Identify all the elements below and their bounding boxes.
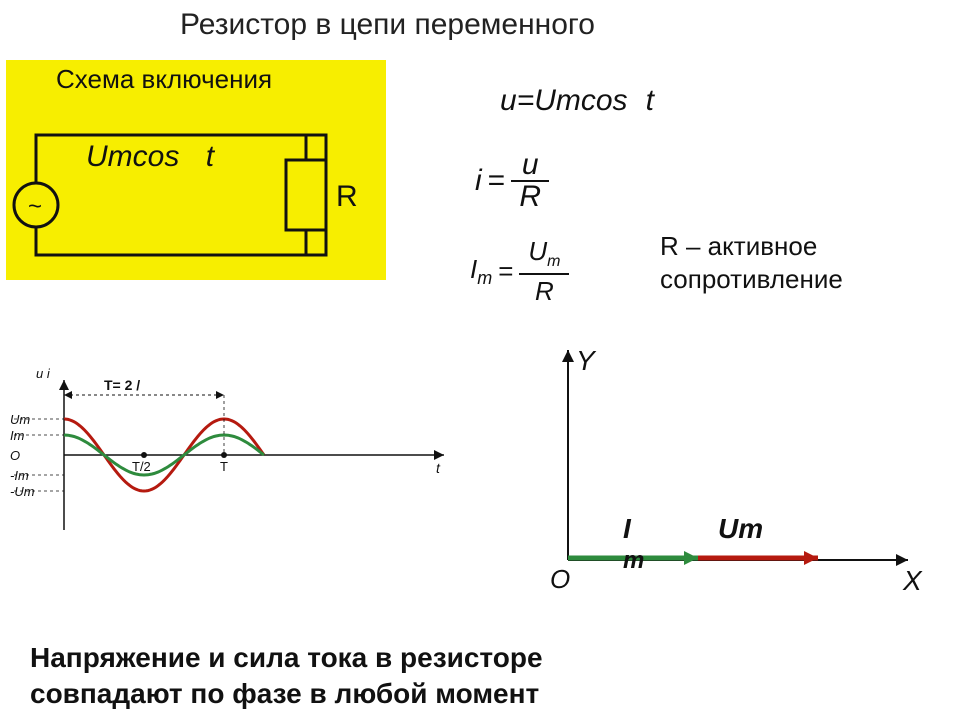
footer-l2: совпадают по фазе в любой момент: [30, 676, 543, 712]
svg-text:T/2: T/2: [132, 459, 151, 474]
wave-chart: UmIm O -Im-Um u i T= 2 / T/2 Tt: [4, 360, 474, 560]
eq3-num: Um: [528, 238, 560, 270]
svg-text:~: ~: [28, 193, 42, 220]
svg-text:u i: u i: [36, 366, 51, 381]
phasor-svg: Y X O Im Um: [528, 340, 928, 620]
resistance-note-l1: R – активное: [660, 230, 843, 263]
wave-svg: UmIm O -Im-Um u i T= 2 / T/2 Tt: [4, 360, 474, 560]
eq2-eq: =: [488, 164, 506, 198]
circuit-voltage-text: Umcos: [86, 140, 179, 173]
eq1-eq: =: [517, 84, 535, 117]
svg-text:O: O: [10, 448, 20, 463]
svg-text:-Im: -Im: [10, 468, 29, 483]
eq3-left: Im: [470, 254, 492, 289]
eq2-left: i: [475, 164, 482, 198]
svg-text:t: t: [436, 460, 441, 476]
page-title: Резистор в цепи переменного: [180, 8, 595, 42]
svg-text:T: T: [220, 459, 228, 474]
eq1-right: Umcos: [534, 84, 627, 117]
circuit-voltage-var: t: [206, 140, 214, 173]
circuit-block: Схема включения ~ Umcos t R: [6, 60, 386, 280]
eq1: u=Umcost: [500, 84, 654, 118]
eq3-num-U: U: [528, 236, 547, 266]
eq3-left-sub: m: [477, 268, 492, 288]
eq3-den: R: [535, 278, 554, 304]
eq3-num-sub: m: [547, 253, 560, 270]
circuit-voltage-label: Umcos t: [86, 140, 214, 174]
svg-text:-Um: -Um: [10, 484, 35, 499]
phasor-diagram: Y X O Im Um: [528, 340, 928, 620]
eq3-eq: =: [498, 256, 513, 287]
svg-text:I: I: [623, 513, 632, 544]
svg-text:Um: Um: [718, 513, 763, 544]
eq1-left: u: [500, 84, 517, 117]
eq2-num: u: [522, 150, 539, 180]
circuit-svg: ~: [6, 90, 386, 280]
svg-text:Y: Y: [576, 345, 597, 376]
svg-text:T= 2 /: T= 2 /: [104, 377, 140, 393]
footer-l1: Напряжение и сила тока в резисторе: [30, 640, 543, 676]
resistance-note-l2: сопротивление: [660, 263, 843, 296]
svg-text:X: X: [902, 565, 923, 596]
footer-text: Напряжение и сила тока в резисторе совпа…: [30, 640, 543, 713]
eq1-var: t: [646, 84, 654, 117]
eq3: Im = Um R: [470, 238, 569, 304]
eq2: i = u R: [475, 150, 549, 212]
eq2-den: R: [519, 182, 541, 212]
svg-text:Um: Um: [10, 412, 30, 427]
resistance-note: R – активное сопротивление: [660, 230, 843, 295]
circuit-resistor-label: R: [336, 180, 358, 214]
svg-text:Im: Im: [10, 428, 25, 443]
svg-text:m: m: [623, 547, 644, 574]
svg-text:O: O: [550, 564, 570, 594]
